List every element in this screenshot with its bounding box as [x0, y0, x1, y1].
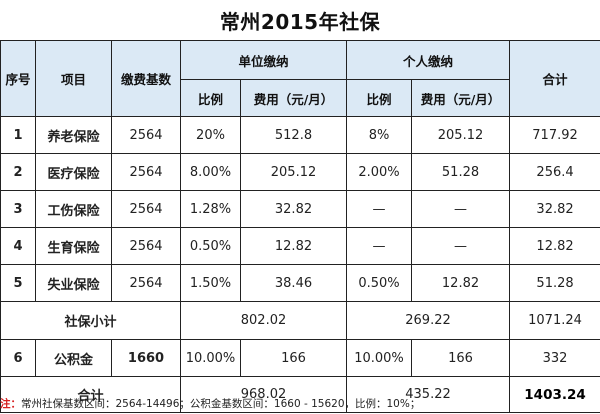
row-personal-rate: —	[346, 190, 413, 228]
row-total: 51.28	[509, 264, 600, 302]
row-base: 2564	[111, 227, 181, 265]
row-item: 公积金	[35, 339, 112, 377]
row-employer-rate: 20%	[180, 116, 241, 154]
row-item: 失业保险	[35, 264, 112, 302]
row-employer-fee: 32.82	[239, 190, 348, 228]
grand-total-value: 1403.24	[509, 376, 600, 413]
header-base: 缴费基数	[111, 40, 181, 117]
row-seq: 2	[0, 153, 36, 191]
row-employer-rate: 0.50%	[180, 227, 241, 265]
grand-total-label: 合计	[0, 376, 181, 413]
footnote: 注：常州社保基数区间：2564-14496；公积金基数区间：1660 - 156…	[0, 394, 600, 414]
row-item: 养老保险	[35, 116, 112, 154]
row-employer-rate: 10.00%	[180, 339, 241, 377]
footnote-text: 常州社保基数区间：2564-14496；公积金基数区间：1660 - 15620…	[21, 398, 421, 410]
grand-total-personal: 435.22	[346, 376, 511, 413]
header-employer-rate: 比例	[180, 79, 241, 117]
header-employer-group: 单位缴纳	[179, 40, 348, 80]
table-row: 1 养老保险 2564 20% 512.8 8% 205.12 717.92	[0, 116, 600, 154]
row-total: 256.4	[509, 153, 600, 191]
header-employer-fee: 费用（元/月）	[239, 79, 348, 117]
row-item: 医疗保险	[35, 153, 112, 191]
row-employer-fee: 12.82	[239, 227, 348, 265]
header-personal-group: 个人缴纳	[346, 40, 511, 80]
row-seq: 6	[0, 339, 36, 377]
row-base: 1660	[111, 339, 181, 377]
row-total: 32.82	[509, 190, 600, 228]
table-row: 4 生育保险 2564 0.50% 12.82 — — 12.82	[0, 227, 600, 265]
row-seq: 3	[0, 190, 36, 228]
row-seq: 4	[0, 227, 36, 265]
row-employer-fee: 38.46	[239, 264, 348, 302]
header-personal-fee: 费用（元/月）	[411, 79, 511, 117]
table-row: 5 失业保险 2564 1.50% 38.46 0.50% 12.82 51.2…	[0, 264, 600, 302]
row-personal-fee: 205.12	[411, 116, 511, 154]
subtotal-total: 1071.24	[509, 301, 600, 340]
row-personal-rate: 0.50%	[346, 264, 413, 302]
row-base: 2564	[111, 264, 181, 302]
row-personal-rate: —	[346, 227, 413, 265]
row-employer-fee: 166	[239, 339, 348, 377]
row-total: 12.82	[509, 227, 600, 265]
header-item: 项目	[35, 40, 112, 117]
row-personal-fee: —	[411, 190, 511, 228]
row-personal-fee: 51.28	[411, 153, 511, 191]
header-total: 合计	[509, 40, 600, 117]
header-seq: 序号	[0, 40, 36, 117]
row-base: 2564	[111, 116, 181, 154]
row-base: 2564	[111, 153, 181, 191]
social-insurance-table: 序号 项目 缴费基数 单位缴纳 个人缴纳 合计 比例 费用（元/月） 比例 费用…	[0, 40, 600, 413]
subtotal-label: 社保小计	[0, 301, 181, 340]
row-employer-fee: 512.8	[239, 116, 348, 154]
footnote-mark: 注：	[0, 398, 21, 410]
row-total: 332	[509, 339, 600, 377]
subtotal-employer: 802.02	[179, 301, 348, 340]
row-employer-rate: 8.00%	[180, 153, 241, 191]
row-employer-rate: 1.28%	[180, 190, 241, 228]
table-row: 2 医疗保险 2564 8.00% 205.12 2.00% 51.28 256…	[0, 153, 600, 191]
subtotal-personal: 269.22	[346, 301, 511, 340]
row-item: 工伤保险	[35, 190, 112, 228]
fund-row: 6 公积金 1660 10.00% 166 10.00% 166 332	[0, 339, 600, 377]
grand-total-row: 合计 968.02 435.22 1403.24	[0, 376, 600, 413]
row-item: 生育保险	[35, 227, 112, 265]
header-row-2: 比例 费用（元/月） 比例 费用（元/月）	[1, 79, 600, 117]
subtotal-row: 社保小计 802.02 269.22 1071.24	[0, 301, 600, 340]
table-row: 3 工伤保险 2564 1.28% 32.82 — — 32.82	[0, 190, 600, 228]
row-personal-rate: 10.00%	[346, 339, 413, 377]
row-personal-fee: 12.82	[411, 264, 511, 302]
row-seq: 5	[0, 264, 36, 302]
row-base: 2564	[111, 190, 181, 228]
row-employer-fee: 205.12	[239, 153, 348, 191]
row-seq: 1	[0, 116, 36, 154]
page-title: 常州2015年社保	[219, 10, 381, 34]
row-personal-fee: 166	[411, 339, 511, 377]
header-personal-rate: 比例	[346, 79, 413, 117]
row-personal-rate: 2.00%	[346, 153, 413, 191]
row-personal-rate: 8%	[346, 116, 413, 154]
grand-total-employer: 968.02	[179, 376, 348, 413]
header-row-1: 序号 项目 缴费基数 单位缴纳 个人缴纳 合计	[0, 40, 600, 117]
row-total: 717.92	[509, 116, 600, 154]
row-employer-rate: 1.50%	[180, 264, 241, 302]
row-personal-fee: —	[411, 227, 511, 265]
